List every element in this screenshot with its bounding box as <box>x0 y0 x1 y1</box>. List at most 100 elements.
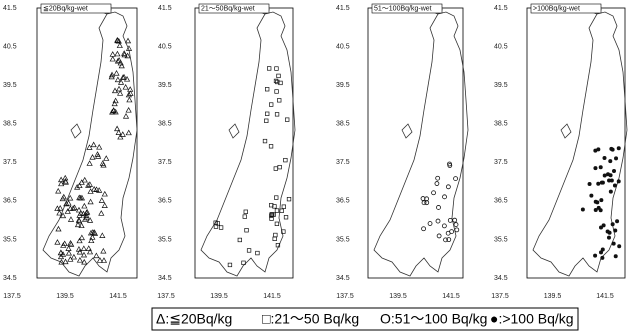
sample-triangle <box>78 234 85 241</box>
sample-square <box>274 66 279 71</box>
sample-square <box>273 166 278 171</box>
sample-triangle <box>67 239 74 246</box>
sample-triangle <box>125 106 132 113</box>
sample-square <box>269 203 274 208</box>
sample-circle <box>436 233 442 239</box>
sample-triangle <box>123 75 131 82</box>
y-tick-label: 37.5 <box>158 159 172 166</box>
sample-square <box>218 225 224 230</box>
y-tick-label: 36.5 <box>494 198 508 205</box>
sample-dot <box>616 146 621 151</box>
legend: Δ:≦20Bq/kg □:21～50 Bq/kg O:51～100 Bq/kg ●:>… <box>156 311 574 327</box>
sample-circle <box>431 190 436 196</box>
y-tick-label: 39.5 <box>158 82 172 89</box>
sample-triangle <box>80 210 87 217</box>
sample-triangle <box>116 42 123 48</box>
sample-square <box>286 196 292 202</box>
sample-dot <box>599 250 604 255</box>
sample-triangle <box>113 70 120 76</box>
sample-square <box>281 229 286 234</box>
sample-triangle <box>76 182 83 189</box>
sample-triangle <box>125 91 132 98</box>
sample-triangle <box>57 205 64 211</box>
sample-triangle <box>120 73 128 80</box>
sample-square <box>285 117 290 122</box>
sample-dot <box>616 179 621 184</box>
sample-circle <box>434 181 440 186</box>
y-tick-label: 35.5 <box>3 236 17 243</box>
sample-triangle <box>87 198 94 205</box>
sample-triangle <box>87 229 95 236</box>
sample-triangle <box>98 210 105 216</box>
sample-square <box>283 215 289 220</box>
sample-circle <box>435 218 441 224</box>
sample-circle <box>442 194 447 200</box>
legend-entry: Δ:≦20Bq/kg <box>156 311 232 327</box>
sample-dot <box>600 255 605 260</box>
sample-triangle <box>89 229 96 235</box>
sample-dot <box>612 168 617 173</box>
sample-triangle <box>119 131 126 137</box>
sample-dot <box>611 241 616 246</box>
panel-label-box <box>40 3 112 14</box>
sample-triangle <box>58 180 65 187</box>
map-panel: 21～50Bq/kg-wet 41.5 40.5 39.5 38.5 37.5 36.5 35… <box>157 3 296 300</box>
sample-triangle <box>67 216 75 222</box>
sample-triangle <box>93 186 100 192</box>
y-tick-label: 36.5 <box>158 198 172 205</box>
sample-triangle <box>108 71 116 78</box>
y-tick-label: 40.5 <box>3 43 17 50</box>
sample-dot <box>606 235 611 240</box>
sample-square <box>215 221 220 226</box>
sample-square <box>281 204 286 209</box>
y-tick-label: 36.5 <box>3 198 17 205</box>
sample-circle <box>447 163 453 168</box>
sample-triangle <box>124 37 132 44</box>
sample-triangle <box>64 208 71 214</box>
sample-triangle <box>75 206 83 213</box>
sample-triangle <box>90 141 97 148</box>
sample-triangle <box>76 237 83 244</box>
sample-triangle <box>60 242 67 248</box>
sample-triangle <box>89 154 96 160</box>
sample-triangle <box>58 258 65 265</box>
sample-square <box>274 112 280 117</box>
panel-label: ≦20Bq/kg-wet <box>43 5 88 12</box>
sample-square <box>269 212 274 217</box>
sample-square <box>264 118 269 123</box>
sample-circle <box>445 184 451 190</box>
sample-square <box>262 138 268 144</box>
sample-square <box>273 232 278 238</box>
sample-square <box>246 248 252 253</box>
sample-triangle <box>100 247 107 254</box>
sample-triangle <box>115 129 122 135</box>
sample-triangle <box>121 50 128 56</box>
sample-circle <box>446 237 452 243</box>
sample-triangle <box>62 174 69 181</box>
map-frame <box>194 7 294 279</box>
sample-triangle <box>81 176 88 183</box>
sample-triangle <box>100 161 107 168</box>
sample-dot <box>602 155 607 160</box>
sample-triangle <box>65 245 72 251</box>
sample-triangle <box>125 45 133 51</box>
sample-circle <box>435 175 441 181</box>
sample-triangle <box>65 249 73 256</box>
y-tick-label: 39.5 <box>3 82 17 89</box>
sample-triangle <box>59 212 67 219</box>
sample-triangle <box>89 234 96 240</box>
sample-square <box>237 237 242 243</box>
sample-square <box>279 208 284 213</box>
panels: ≦20Bq/kg-wet 41.5 40.5 39.5 38.5 37.5 36.5 35.5… <box>3 3 628 300</box>
sample-triangle <box>96 143 103 150</box>
sample-triangle <box>115 37 122 44</box>
sample-circle <box>421 226 426 232</box>
coastline <box>42 9 138 277</box>
sample-dot <box>610 222 615 227</box>
sample-triangle <box>59 251 67 257</box>
y-tick-label: 40.5 <box>494 43 508 50</box>
sample-triangle <box>115 85 123 92</box>
sample-dot <box>593 208 598 213</box>
sample-triangle <box>87 217 94 223</box>
